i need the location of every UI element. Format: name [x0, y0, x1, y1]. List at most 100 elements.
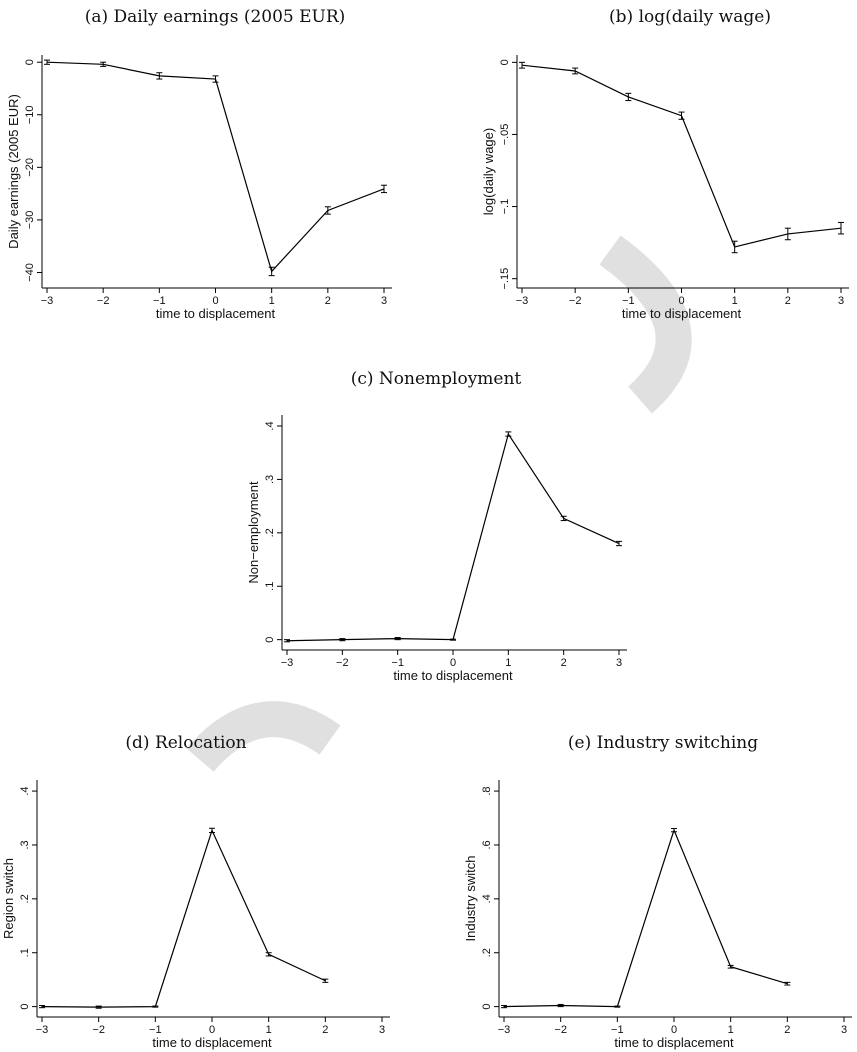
- y-tick-label: .1: [264, 582, 276, 591]
- data-point: [560, 515, 567, 522]
- data-point: [572, 67, 579, 75]
- x-tick-label: 1: [505, 657, 511, 669]
- y-axis-label: log(daily wage): [481, 128, 496, 215]
- y-tick-label: 0: [19, 1004, 31, 1010]
- panel-title: (b) log(daily wage): [609, 7, 771, 27]
- x-tick-label: −2: [569, 295, 582, 307]
- data-point: [156, 72, 163, 80]
- data-point: [324, 206, 331, 215]
- data-point: [838, 221, 844, 235]
- data-point: [625, 92, 632, 102]
- data-point: [557, 1003, 564, 1008]
- y-tick-label: .6: [481, 840, 493, 849]
- panel-title: (e) Industry switching: [568, 733, 758, 753]
- x-tick-label: 0: [678, 295, 684, 307]
- x-tick-label: −1: [622, 295, 635, 307]
- data-point: [519, 61, 525, 69]
- x-tick-label: −1: [153, 295, 166, 307]
- y-tick-label: −10: [24, 105, 36, 124]
- data-point: [339, 638, 346, 642]
- data-point: [284, 639, 290, 643]
- x-axis-label: time to displacement: [393, 668, 513, 683]
- y-tick-label: .2: [264, 528, 276, 537]
- data-point: [100, 61, 107, 67]
- data-point: [727, 964, 734, 969]
- y-tick-label: .8: [481, 786, 493, 795]
- plots-group: (a) Daily earnings (2005 EUR)−3 −2 −1 0 1 2 30…: [1, 7, 852, 1050]
- y-tick-label: 0: [499, 59, 511, 65]
- x-tick-label: 3: [838, 295, 844, 307]
- panel-title: (c) Nonemployment: [351, 369, 522, 389]
- x-axis-label: time to displacement: [156, 306, 276, 321]
- y-tick-label: −30: [24, 211, 36, 230]
- x-tick-label: 1: [266, 1024, 272, 1036]
- x-tick-label: 3: [616, 657, 622, 669]
- panel-title: (a) Daily earnings (2005 EUR): [85, 7, 346, 27]
- data-point: [394, 637, 401, 641]
- x-tick-label: 3: [381, 295, 387, 307]
- data-point: [209, 827, 215, 834]
- x-tick-label: 2: [785, 295, 791, 307]
- y-axis-label: Region switch: [1, 858, 16, 939]
- panel-a: (a) Daily earnings (2005 EUR)−3 −2 −1 0 1 2 30…: [6, 7, 392, 321]
- data-point: [265, 952, 272, 957]
- data-point: [616, 540, 622, 547]
- data-point: [678, 111, 685, 120]
- data-point: [784, 227, 791, 241]
- data-point: [39, 1005, 45, 1009]
- series-line: [286, 432, 620, 642]
- watermark: [186, 235, 692, 773]
- x-tick-label: 0: [209, 1024, 215, 1036]
- x-tick-label: 1: [732, 295, 738, 307]
- series-line: [503, 828, 788, 1008]
- x-tick-label: −2: [554, 1024, 567, 1036]
- y-axis-label: Daily earnings (2005 EUR): [6, 94, 21, 249]
- data-point: [95, 1005, 102, 1009]
- y-tick-label: 0: [24, 59, 36, 65]
- panel-c: (c) Nonemployment −3 −2 −1 0 1 2 3 0 .1 .2 .3 .4 time…: [246, 369, 627, 683]
- y-tick-label: 0: [481, 1004, 493, 1010]
- x-tick-label: 3: [841, 1024, 847, 1036]
- x-tick-label: 1: [269, 295, 275, 307]
- x-tick-label: 2: [784, 1024, 790, 1036]
- data-point: [268, 266, 275, 277]
- x-tick-label: −1: [149, 1024, 162, 1036]
- data-point: [501, 1005, 507, 1009]
- x-tick-label: −2: [92, 1024, 105, 1036]
- y-tick-label: .3: [19, 840, 31, 849]
- x-tick-label: 2: [561, 657, 567, 669]
- x-tick-label: 0: [450, 657, 456, 669]
- x-tick-label: −3: [516, 295, 529, 307]
- data-point: [505, 431, 512, 437]
- data-point: [212, 75, 219, 83]
- x-tick-label: −3: [281, 657, 294, 669]
- x-tick-label: −2: [97, 295, 110, 307]
- data-point: [44, 59, 50, 65]
- data-point: [322, 978, 329, 983]
- y-tick-label: −.05: [499, 124, 511, 146]
- panel-e: (e) Industry switching −3 −2 −1 0 1 2 3 0 .2 .4 .6.…: [463, 733, 852, 1050]
- y-tick-label: −20: [24, 158, 36, 177]
- x-tick-label: −1: [391, 657, 404, 669]
- x-tick-label: −3: [36, 1024, 49, 1036]
- x-tick-label: −3: [41, 295, 54, 307]
- y-tick-label: −40: [24, 263, 36, 282]
- x-tick-label: 2: [322, 1024, 328, 1036]
- x-axis-label: time to displacement: [622, 306, 742, 321]
- data-point: [784, 981, 791, 986]
- series-line: [41, 828, 326, 1008]
- y-axis-label: Non−employment: [246, 481, 261, 584]
- x-tick-label: 2: [325, 295, 331, 307]
- y-tick-label: .3: [264, 475, 276, 484]
- y-tick-label: .2: [19, 894, 31, 903]
- data-point: [671, 828, 677, 833]
- y-tick-label: .4: [481, 894, 493, 903]
- x-tick-label: 0: [212, 295, 218, 307]
- series-line: [46, 61, 385, 273]
- y-tick-label: .4: [19, 786, 31, 795]
- y-tick-label: −.15: [499, 268, 511, 290]
- series-line: [521, 64, 842, 248]
- data-point: [152, 1005, 159, 1008]
- y-tick-label: .1: [19, 948, 31, 957]
